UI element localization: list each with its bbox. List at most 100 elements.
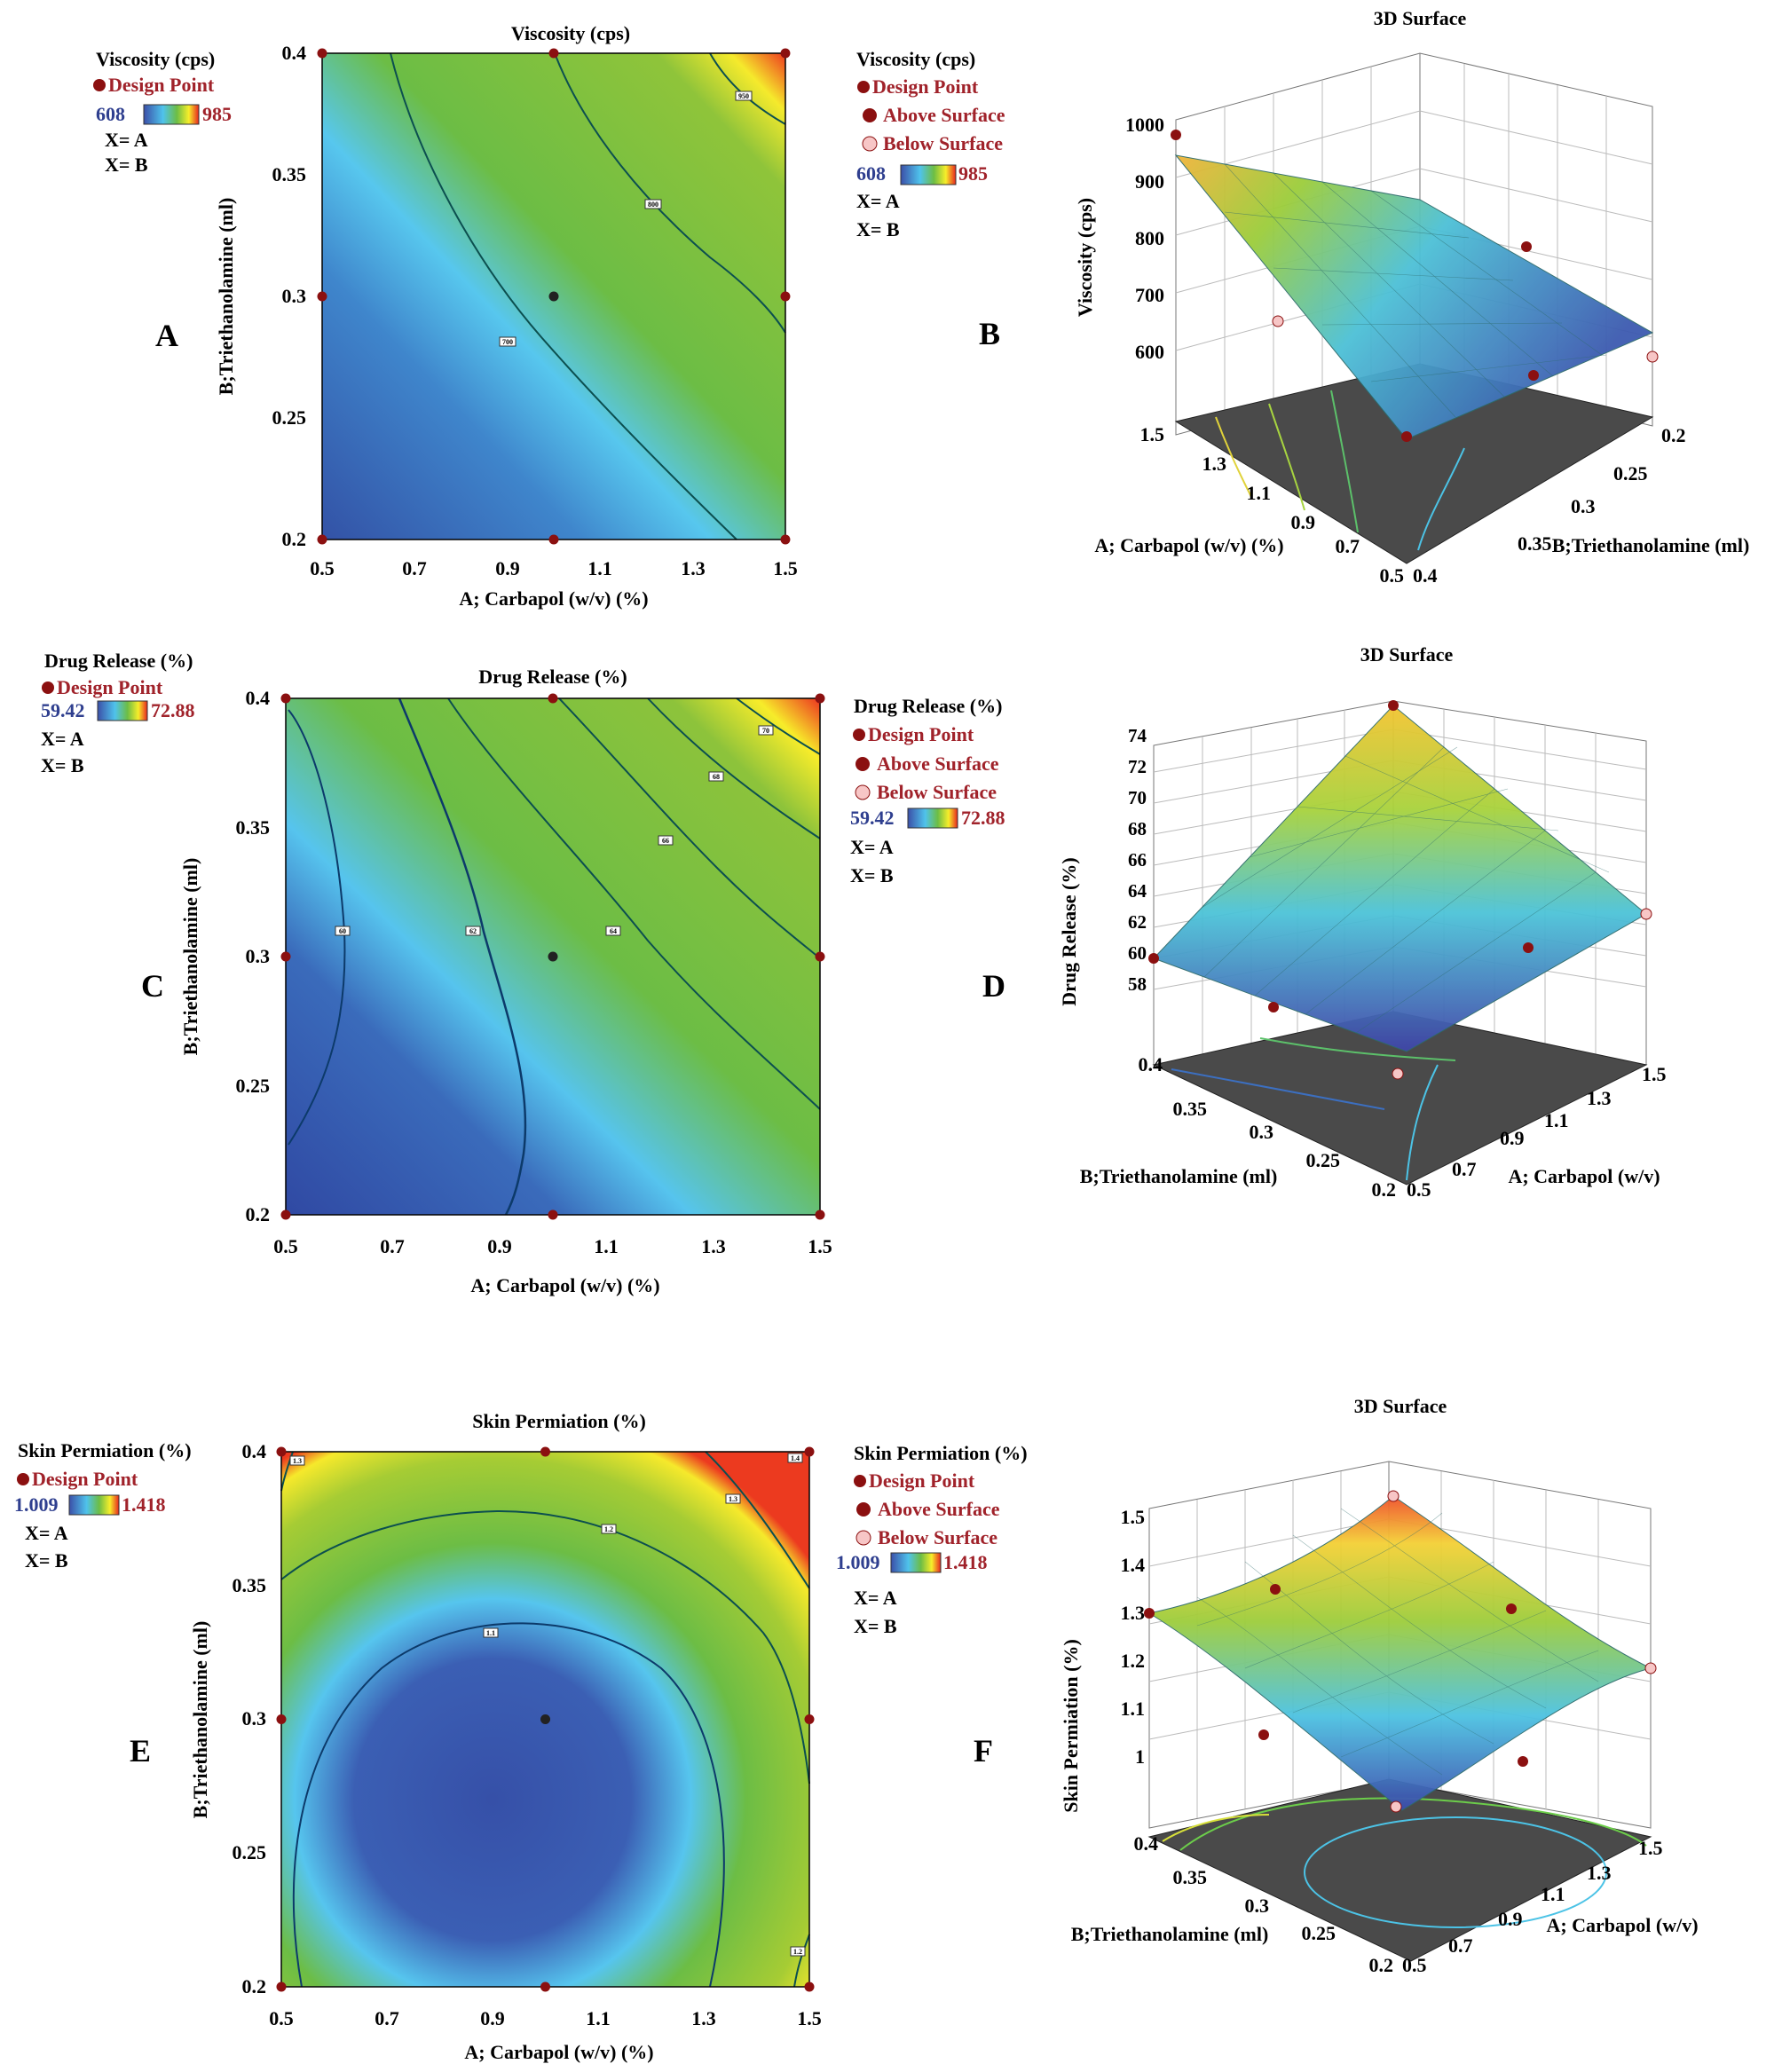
panel-a-xlabel: A; Carbapol (w/v) (%) <box>459 587 648 610</box>
design-point <box>317 291 327 302</box>
legend-design-point: Design Point <box>872 75 979 98</box>
legend-colorbar <box>68 1494 120 1516</box>
panel-c-contour-label-box <box>758 725 774 736</box>
panel-f-floor-contour <box>1304 1816 1607 1928</box>
panel-e-legend-title: Skin Permiation (%) <box>18 1439 192 1461</box>
below-surface-marker <box>855 784 871 800</box>
panel-b-point-above <box>1171 130 1181 140</box>
legend-below-surface: Below Surface <box>883 132 1003 154</box>
panel-c-ytick: 0.3 <box>246 945 271 967</box>
panel-d-xlabel: A; Carbapol (w/v) <box>1508 1165 1660 1187</box>
panel-d-ytick: 0.25 <box>1306 1149 1341 1171</box>
panel-f-point-below <box>1387 1490 1400 1502</box>
panel-f-xtick: 0.5 <box>1402 1954 1427 1976</box>
panel-c-contour-label-70: 70 <box>762 727 769 735</box>
legend-x1: X= A <box>105 129 148 151</box>
panel-d-surface-mesh <box>1201 746 1610 1034</box>
panel-e-legend: Skin Permiation (%) Design Point 1.009 1… <box>14 1439 192 1572</box>
panel-b: 1000 900 800 700 600 Viscosity (cps) 1.5… <box>856 7 1749 587</box>
panel-e-design-points <box>276 1446 815 1992</box>
panel-c-contour-label-64: 64 <box>610 927 617 935</box>
panel-c-xtick: 0.7 <box>380 1235 405 1257</box>
panel-c-title: Drug Release (%) <box>478 666 627 688</box>
panel-e-contour-label-1.3: 1.3 <box>293 1457 302 1465</box>
legend-range-high: 72.88 <box>961 807 1005 829</box>
panel-b-point-below <box>1646 351 1659 363</box>
legend-range-high: 72.88 <box>151 699 195 721</box>
panel-d-xtick: 1.3 <box>1587 1087 1612 1109</box>
design-point <box>548 48 559 59</box>
panel-e-contour-label-1.3b: 1.3 <box>729 1495 737 1503</box>
panel-b-ztick: 1000 <box>1125 114 1164 136</box>
panel-a-contour-label-800: 800 <box>648 201 658 209</box>
panel-a-ytick: 0.4 <box>282 42 307 64</box>
panel-a-contour-label-700-box <box>499 336 516 347</box>
legend-colorbar <box>907 808 958 829</box>
panel-f-ytick: 0.3 <box>1245 1895 1270 1917</box>
panel-c-xtick: 1.5 <box>808 1235 832 1257</box>
panel-d-floor-contour <box>1171 1068 1385 1110</box>
panel-c-ytick: 0.2 <box>246 1203 271 1225</box>
panel-b-surface-mesh <box>1224 163 1607 418</box>
legend-x2: X= B <box>41 754 84 776</box>
panel-d-ztick: 62 <box>1128 911 1147 933</box>
panel-c-contour-label-68: 68 <box>713 773 720 781</box>
panel-c-xtick: 1.1 <box>594 1235 619 1257</box>
panel-e-contour-label-box <box>790 1946 806 1957</box>
panel-c-contour-label-60: 60 <box>339 927 346 935</box>
design-point <box>815 693 825 704</box>
panel-b-title: 3D Surface <box>1374 7 1467 29</box>
panel-e-ytick: 0.25 <box>233 1841 267 1863</box>
panel-b-floor-contour <box>1417 447 1465 551</box>
panel-f-floor-contour <box>1179 1797 1647 1851</box>
panel-c-contour-66 <box>558 697 821 959</box>
design-point <box>780 48 791 59</box>
panel-d-ztick: 74 <box>1128 725 1147 746</box>
panel-f-point-above <box>1258 1729 1269 1740</box>
panel-b-ztick: 800 <box>1135 227 1164 249</box>
panel-e-contour-1.2b <box>793 1934 810 1988</box>
design-point-marker <box>857 81 870 93</box>
panel-f-ztick: 1 <box>1135 1745 1145 1768</box>
panel-d-ztick: 68 <box>1128 818 1147 839</box>
legend-x1: X= A <box>25 1522 68 1544</box>
legend-range-high: 1.418 <box>943 1551 988 1573</box>
panel-e-xlabel: A; Carbapol (w/v) (%) <box>464 2041 653 2063</box>
panel-b-xtick: 1.3 <box>1202 453 1227 475</box>
design-point <box>540 1981 550 1992</box>
design-point <box>280 951 291 962</box>
panel-a-xtick: 1.3 <box>681 557 706 579</box>
panel-d-xtick: 0.7 <box>1452 1158 1477 1180</box>
panel-e-ytick: 0.4 <box>242 1440 267 1462</box>
panel-c-label: C <box>141 968 164 1004</box>
panel-d-ytick: 0.35 <box>1173 1098 1208 1120</box>
panel-c-contour-label-62: 62 <box>469 927 477 935</box>
panel-c-xticks: 0.5 0.7 0.9 1.1 1.3 1.5 <box>273 1235 832 1257</box>
panel-e-contour-1.3 <box>280 1451 294 1492</box>
panel-d-zticks: 58 60 62 64 66 68 70 72 74 <box>1128 725 1147 995</box>
legend-range-low: 608 <box>96 103 125 125</box>
panel-a-ytick: 0.35 <box>272 163 307 185</box>
panel-b-xtick: 0.7 <box>1336 535 1360 557</box>
panel-b-xtick: 1.5 <box>1140 423 1165 445</box>
panel-e-contour-label-1.2b: 1.2 <box>793 1948 802 1956</box>
panel-e-contour-label-box <box>483 1627 499 1638</box>
legend-below-surface: Below Surface <box>877 781 997 803</box>
panel-c-ytick: 0.25 <box>236 1075 271 1097</box>
panel-c-design-points <box>280 693 825 1220</box>
legend-x1: X= A <box>856 190 900 212</box>
panel-e-xtick: 0.7 <box>375 2007 399 2029</box>
legend-design-point: Design Point <box>57 676 163 698</box>
panel-a-label: A <box>155 318 178 353</box>
panel-f-point-above <box>1506 1603 1517 1614</box>
legend-range-high: 1.418 <box>122 1493 166 1516</box>
legend-x2: X= B <box>854 1615 897 1637</box>
legend-range-low: 59.42 <box>850 807 895 829</box>
panel-f-point-above <box>1144 1608 1155 1619</box>
design-point <box>280 693 291 704</box>
panel-a-contour-label-950: 950 <box>738 92 749 100</box>
legend-range-low: 1.009 <box>836 1551 880 1573</box>
panel-e-contour-1.2 <box>280 1509 810 1784</box>
panel-f-xlabel: A; Carbapol (w/v) <box>1546 1914 1698 1936</box>
panel-b-legend: Viscosity (cps) Design Point Above Surfa… <box>856 48 1005 240</box>
